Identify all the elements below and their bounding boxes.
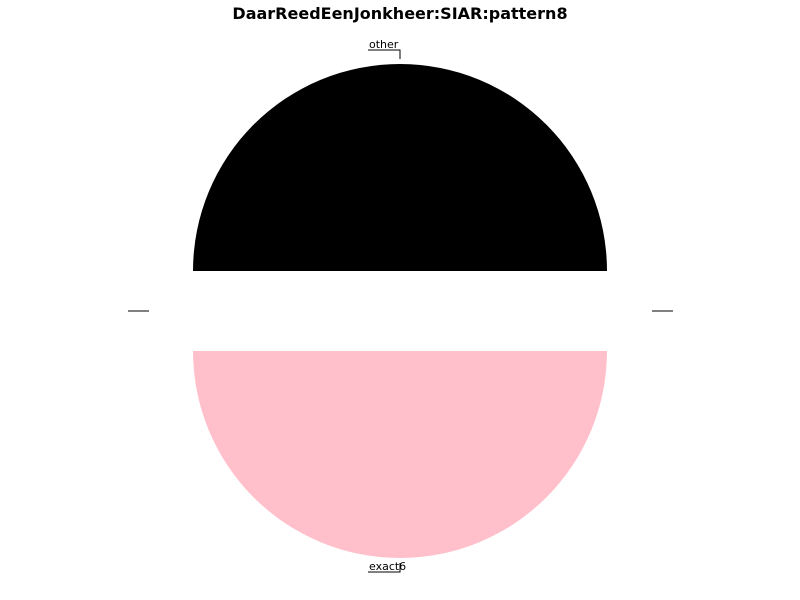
pie-slices [193, 64, 607, 558]
pie-slice-exact6 [193, 351, 607, 558]
slice-label-other: other [369, 38, 399, 51]
leader-line-exact6 [368, 563, 401, 573]
slice-label-exact6: exact6 [369, 560, 406, 573]
pie-labels: other exact6 [368, 38, 406, 573]
chart-title: DaarReedEenJonkheer:SIAR:pattern8 [232, 4, 567, 23]
pie-slice-other [193, 64, 607, 271]
leader-line-other [368, 49, 401, 59]
